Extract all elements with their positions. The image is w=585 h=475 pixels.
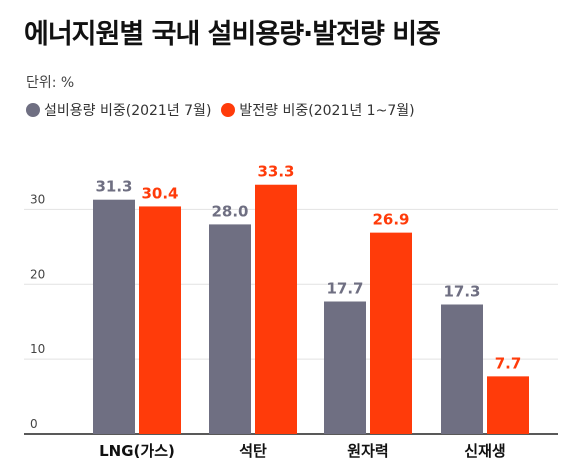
bar-generation-3: [487, 376, 529, 434]
data-label-capacity-2: 17.7: [326, 280, 363, 298]
y-tick-label-1: 10: [30, 342, 45, 356]
x-category-label-3: 신재생: [464, 442, 505, 460]
data-label-generation-3: 7.7: [495, 354, 522, 372]
data-label-generation-1: 33.3: [257, 163, 294, 181]
x-category-label-2: 원자력: [347, 442, 388, 460]
legend: 설비용량 비중(2021년 7월) 발전량 비중(2021년 1~7월): [26, 100, 425, 120]
data-label-capacity-0: 31.3: [95, 178, 132, 196]
bar-capacity-0: [93, 199, 135, 434]
bar-generation-0: [139, 206, 181, 434]
x-category-label-1: 석탄: [239, 442, 267, 460]
bar-generation-1: [255, 184, 297, 434]
legend-label-capacity: 설비용량 비중(2021년 7월): [44, 103, 212, 119]
bar-generation-2: [370, 232, 412, 434]
bar-capacity-3: [441, 304, 483, 434]
y-tick-label-3: 30: [30, 192, 45, 206]
legend-item-capacity: 설비용량 비중(2021년 7월): [26, 100, 211, 120]
chart-title: 에너지원별 국내 설비용량·발전량 비중: [24, 19, 441, 50]
data-label-generation-0: 30.4: [141, 184, 178, 202]
y-tick-label-2: 20: [30, 267, 45, 281]
legend-swatch-capacity: [26, 103, 40, 117]
unit-label: 단위: %: [26, 75, 75, 91]
legend-item-generation: 발전량 비중(2021년 1~7월): [221, 100, 415, 120]
legend-label-generation: 발전량 비중(2021년 1~7월): [239, 103, 415, 119]
data-label-generation-2: 26.9: [372, 211, 409, 229]
data-label-capacity-1: 28.0: [211, 202, 248, 220]
x-category-label-0: LNG(가스): [99, 442, 175, 460]
bar-capacity-1: [209, 224, 251, 434]
legend-swatch-generation: [221, 103, 236, 117]
data-label-capacity-3: 17.3: [443, 282, 480, 300]
y-tick-label-0: 0: [30, 417, 38, 431]
bar-capacity-2: [324, 301, 366, 434]
